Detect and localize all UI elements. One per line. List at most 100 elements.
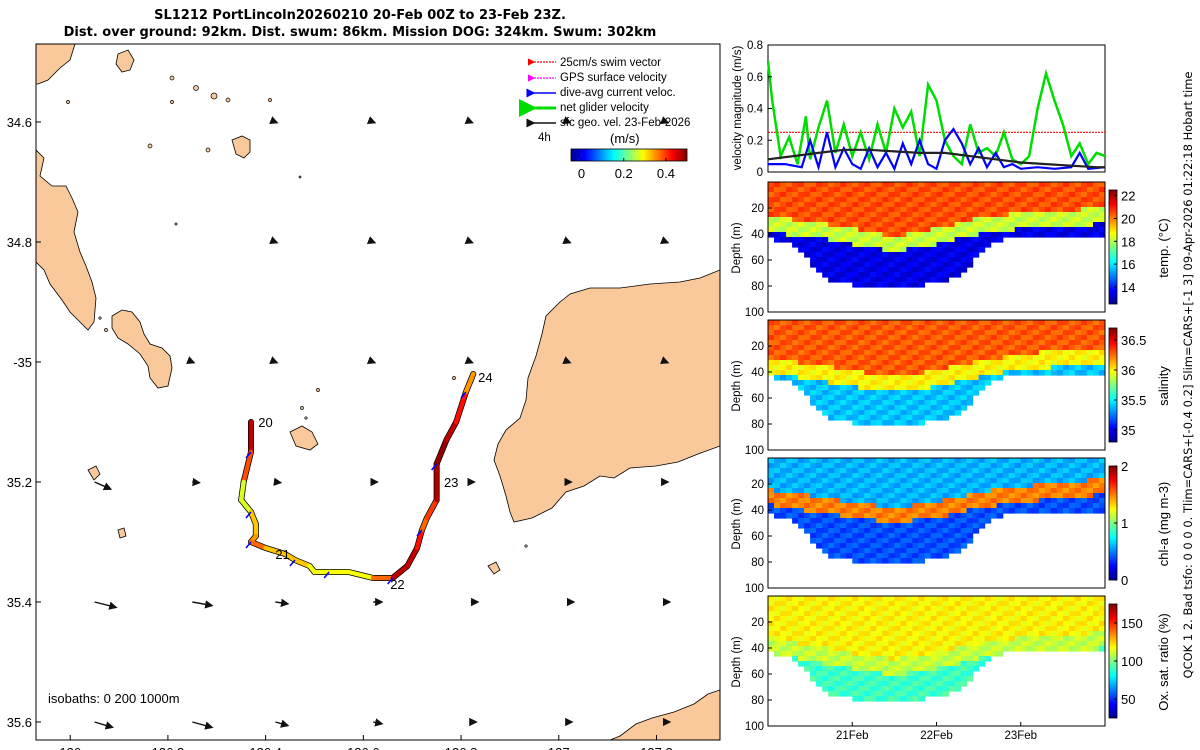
section-cell	[864, 543, 871, 549]
section-cell	[1008, 222, 1016, 228]
section-cell	[918, 621, 925, 627]
section-cell	[1038, 370, 1046, 376]
section-cell	[822, 493, 829, 499]
section-y-tick-label: 100	[745, 307, 764, 319]
section-cell	[864, 548, 871, 554]
section-cell	[948, 252, 956, 258]
section-cell	[936, 631, 944, 637]
section-cell	[1086, 360, 1094, 366]
section-cell	[870, 335, 877, 341]
section-cell	[906, 596, 913, 602]
section-cell	[966, 350, 974, 356]
section-cell	[876, 548, 883, 554]
section-cell	[888, 385, 895, 391]
section-cell	[1086, 606, 1094, 612]
section-cell	[798, 207, 805, 213]
section-cell	[804, 528, 811, 534]
section-cell	[870, 641, 877, 647]
section-cell	[822, 646, 829, 652]
section-cell	[822, 463, 829, 469]
section-cell	[912, 207, 919, 213]
section-cell	[822, 262, 829, 268]
section-cell	[900, 192, 907, 198]
section-cell	[1038, 330, 1046, 336]
section-cell	[810, 676, 817, 682]
section-cell	[864, 691, 871, 697]
section-cell	[906, 681, 913, 687]
section-cell	[1050, 626, 1058, 632]
section-cell	[1002, 325, 1010, 331]
section-cell	[840, 656, 847, 662]
section-cell	[828, 528, 835, 534]
section-cell	[906, 671, 913, 677]
section-cell	[828, 380, 835, 386]
section-cell	[804, 636, 811, 642]
section-cell	[990, 325, 998, 331]
section-cell	[1099, 488, 1105, 494]
section-cell	[1056, 508, 1064, 514]
section-cell	[1056, 473, 1064, 479]
section-cell	[942, 548, 950, 554]
section-cell	[822, 272, 829, 278]
section-cell	[990, 345, 998, 351]
section-cell	[1093, 646, 1100, 652]
section-cell	[888, 651, 895, 657]
section-cell	[864, 671, 871, 677]
section-cell	[858, 360, 865, 366]
section-cell	[996, 350, 1004, 356]
section-cell	[924, 242, 932, 248]
land-island-d	[115, 49, 135, 73]
section-cell	[810, 528, 817, 534]
section-cell	[828, 513, 835, 519]
section-cell	[768, 458, 775, 464]
section-cell	[864, 636, 871, 642]
section-cell	[1032, 636, 1040, 642]
section-cell	[906, 222, 913, 228]
section-cell	[1093, 222, 1100, 228]
section-cell	[924, 272, 932, 278]
section-cell	[858, 508, 865, 514]
section-cell	[954, 187, 962, 193]
section-cell	[1074, 616, 1082, 622]
section-cell	[1062, 340, 1070, 346]
section-cell	[768, 483, 775, 489]
section-cell	[900, 370, 907, 376]
section-cell	[768, 636, 775, 642]
section-cell	[864, 345, 871, 351]
section-cell	[864, 385, 871, 391]
section-cell	[900, 508, 907, 514]
section-cell	[1080, 187, 1088, 193]
section-cell	[990, 601, 998, 607]
section-cell	[810, 523, 817, 529]
section-cell	[858, 686, 865, 692]
section-cell	[768, 182, 775, 188]
section-cell	[822, 400, 829, 406]
section-cell	[1032, 370, 1040, 376]
section-cell	[864, 681, 871, 687]
section-cell	[1020, 488, 1028, 494]
section-cell	[840, 222, 847, 228]
section-cell	[978, 340, 986, 346]
section-cell	[1002, 626, 1010, 632]
vector-scale-label: 4h	[538, 132, 551, 144]
section-cell	[948, 503, 956, 509]
section-cell	[1068, 212, 1076, 218]
section-cell	[924, 483, 932, 489]
section-cell	[864, 282, 871, 288]
section-cell	[888, 335, 895, 341]
section-cell	[888, 676, 895, 682]
section-cell	[924, 365, 932, 371]
section-cell	[834, 360, 841, 366]
section-cell	[942, 262, 950, 268]
section-cell	[930, 458, 938, 464]
section-cell	[990, 513, 998, 519]
section-cell	[828, 656, 835, 662]
section-cell	[876, 207, 883, 213]
section-cell	[906, 498, 913, 504]
section-cell	[984, 187, 992, 193]
section-cell	[1068, 606, 1076, 612]
section-cell	[864, 493, 871, 499]
section-cell	[936, 330, 944, 336]
section-cell	[1099, 493, 1105, 499]
section-cell	[846, 252, 853, 258]
